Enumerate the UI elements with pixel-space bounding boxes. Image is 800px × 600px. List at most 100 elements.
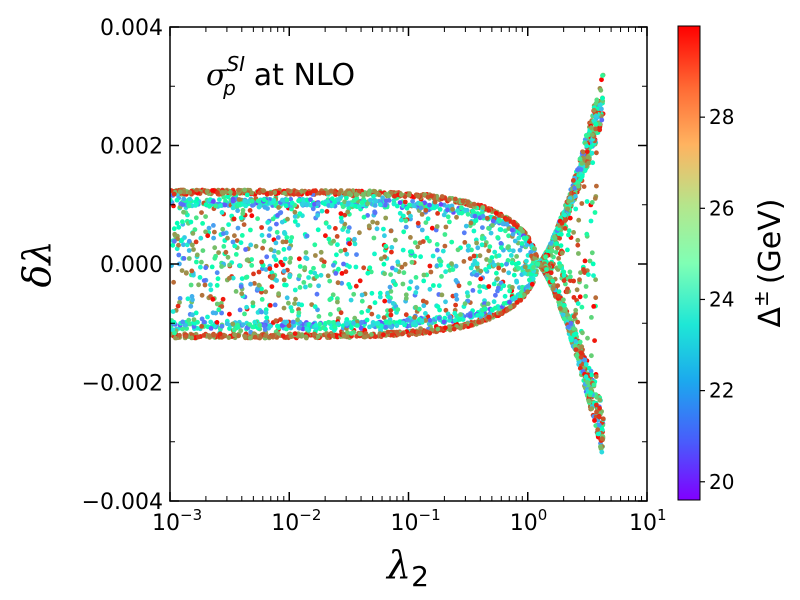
- scatter-point: [242, 187, 248, 193]
- scatter-point: [335, 242, 340, 248]
- scatter-point: [263, 267, 269, 272]
- scatter-point: [508, 253, 514, 258]
- scatter-point: [285, 188, 291, 194]
- scatter-point: [244, 325, 250, 331]
- scatter-point: [496, 265, 502, 271]
- scatter-point: [591, 273, 596, 278]
- scatter-point: [275, 190, 281, 196]
- scatter-point: [296, 333, 302, 338]
- scatter-point: [582, 357, 588, 363]
- scatter-point: [492, 249, 498, 255]
- scatter-point: [456, 283, 462, 289]
- scatter-point: [402, 199, 408, 205]
- scatter-point: [576, 217, 582, 223]
- scatter-point: [242, 198, 248, 204]
- scatter-point: [589, 315, 594, 320]
- scatter-point: [393, 282, 398, 288]
- scatter-point: [182, 235, 187, 240]
- scatter-point: [486, 248, 492, 254]
- scatter-point: [498, 241, 504, 246]
- scatter-point: [203, 265, 209, 271]
- scatter-point: [372, 203, 378, 208]
- scatter-point: [420, 239, 426, 244]
- scatter-point: [346, 282, 352, 287]
- scatter-point: [210, 310, 216, 316]
- scatter-point: [259, 259, 264, 265]
- scatter-point: [454, 214, 459, 220]
- scatter-point: [599, 77, 604, 83]
- scatter-point: [184, 242, 190, 248]
- scatter-point: [318, 272, 324, 278]
- scatter-point: [584, 199, 590, 204]
- scatter-point: [377, 294, 383, 300]
- scatter-point: [465, 211, 471, 217]
- scatter-point: [223, 189, 229, 195]
- scatter-point: [532, 246, 537, 252]
- scatter-point: [565, 247, 570, 253]
- scatter-point: [323, 233, 328, 239]
- scatter-point: [593, 277, 598, 283]
- scatter-point: [249, 190, 255, 196]
- scatter-point: [273, 263, 279, 268]
- scatter-point: [359, 292, 365, 298]
- scatter-point: [382, 271, 387, 277]
- scatter-point: [324, 209, 330, 214]
- scatter-point: [435, 326, 441, 332]
- scatter-point: [372, 189, 378, 194]
- scatter-point: [596, 431, 601, 437]
- scatter-point: [289, 200, 295, 206]
- scatter-point: [388, 312, 394, 318]
- scatter-point: [564, 289, 570, 295]
- scatter-point: [573, 347, 579, 352]
- scatter-point: [400, 247, 406, 253]
- scatter-point: [362, 334, 368, 340]
- scatter-point: [180, 202, 186, 208]
- scatter-point: [269, 284, 275, 289]
- scatter-point: [263, 310, 269, 316]
- scatter-point: [250, 324, 256, 330]
- scatter-point: [348, 297, 354, 303]
- scatter-point: [297, 264, 303, 269]
- scatter-point: [260, 245, 265, 251]
- scatter-point: [519, 241, 525, 246]
- scatter-point: [558, 231, 564, 237]
- scatter-point: [303, 284, 308, 290]
- scatter-point: [498, 245, 504, 251]
- scatter-point: [264, 315, 270, 321]
- scatter-point: [189, 268, 195, 274]
- scatter-point: [190, 231, 196, 236]
- scatter-point: [403, 224, 409, 230]
- scatter-point: [499, 262, 504, 268]
- colorbar: [678, 26, 700, 500]
- scatter-point: [576, 251, 581, 256]
- scatter-point: [371, 194, 376, 199]
- scatter-point: [401, 229, 407, 235]
- scatter-point: [589, 353, 594, 359]
- scatter-point: [571, 326, 576, 331]
- scatter-point: [255, 198, 261, 204]
- scatter-point: [473, 218, 479, 224]
- axis-ticks: [169, 26, 648, 502]
- scatter-point: [369, 290, 375, 296]
- scatter-point: [264, 254, 270, 260]
- scatter-point: [304, 233, 310, 239]
- scatter-point: [190, 242, 195, 248]
- colorbar-tick-label: 26: [709, 196, 734, 220]
- scatter-point: [214, 283, 220, 288]
- scatter-point: [381, 332, 386, 338]
- scatter-point: [405, 317, 410, 323]
- scatter-point: [215, 276, 221, 282]
- scatter-point: [500, 221, 506, 227]
- scatter-point: [423, 220, 429, 226]
- scatter-point: [334, 234, 340, 239]
- scatter-point: [199, 324, 205, 329]
- scatter-point: [585, 335, 590, 341]
- scatter-point: [262, 204, 268, 210]
- scatter-point: [300, 326, 306, 332]
- scatter-point: [339, 280, 345, 286]
- scatter-point: [188, 282, 194, 288]
- scatter-point: [598, 102, 603, 108]
- scatter-point: [199, 259, 204, 265]
- scatter-point: [176, 224, 182, 230]
- scatter-point: [357, 230, 362, 236]
